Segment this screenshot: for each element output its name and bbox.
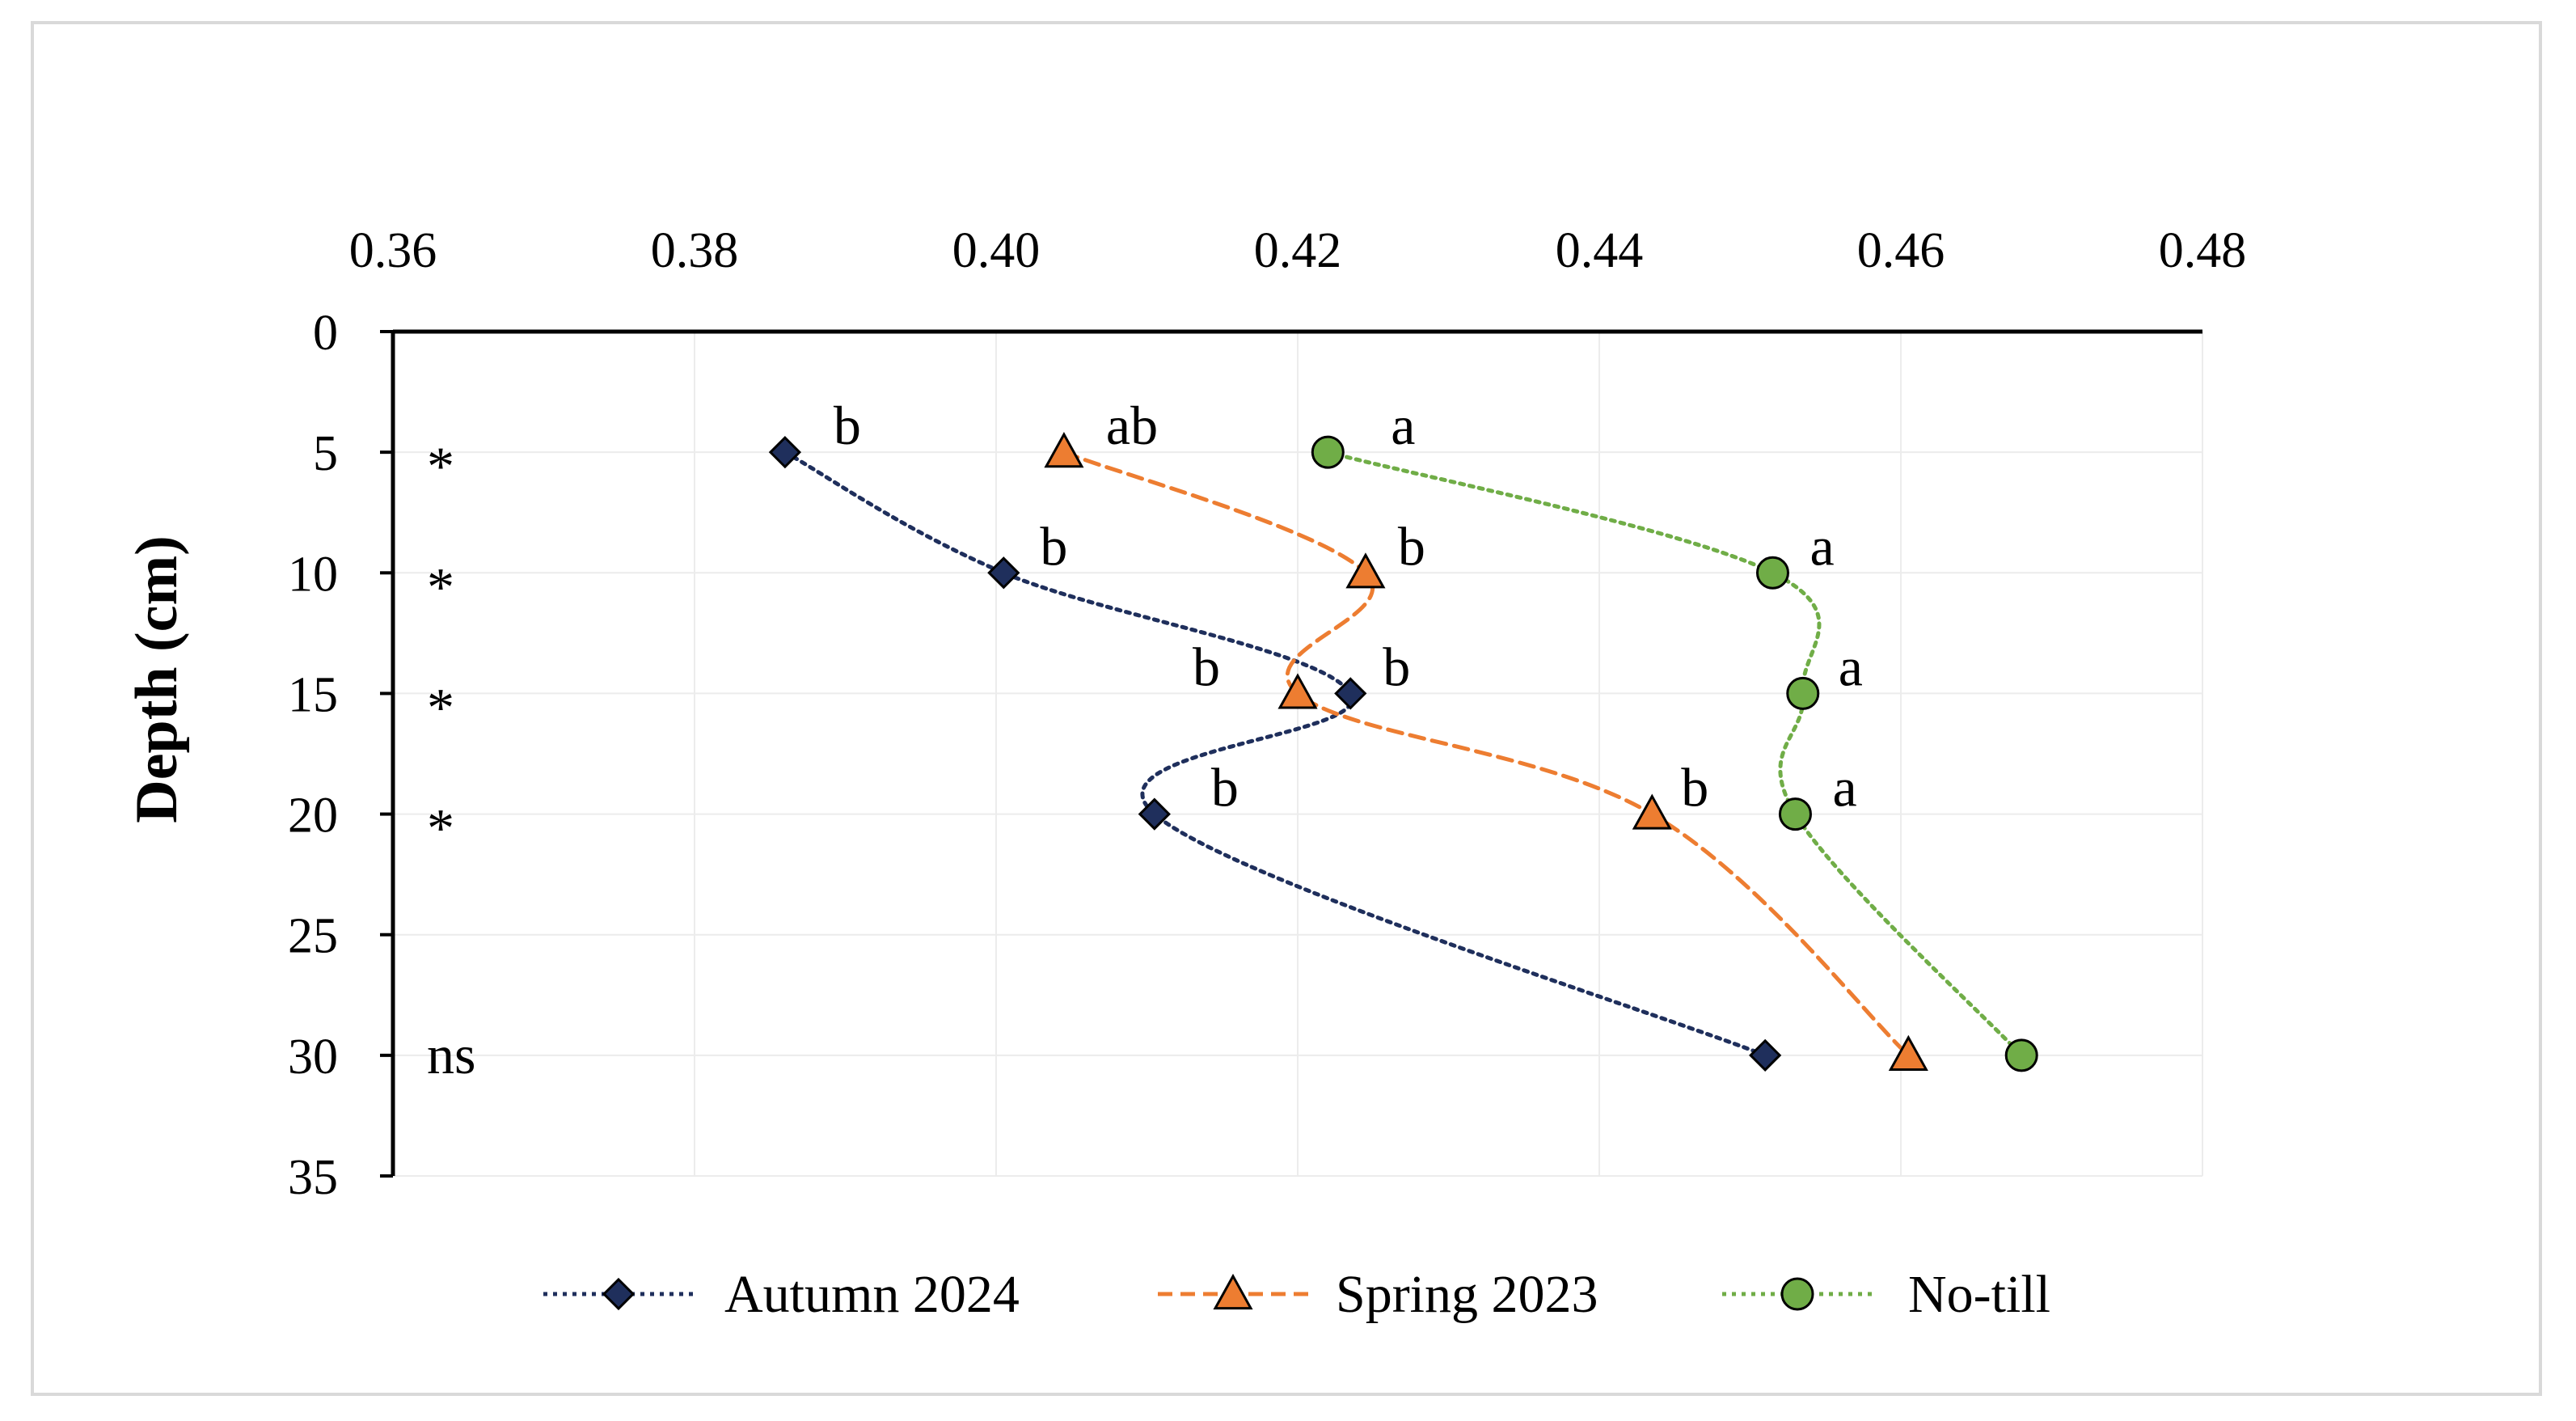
series-markers: [768, 432, 2038, 1072]
x-tick-label: 0.42: [1254, 223, 1342, 278]
point-label: b: [1681, 757, 1708, 818]
point-label: b: [1211, 757, 1239, 818]
data-point: [1632, 793, 1672, 830]
point-label: b: [1040, 515, 1067, 577]
legend-label: No-till: [1908, 1265, 2050, 1324]
significance-label: *: [427, 676, 454, 738]
point-label: b: [1193, 636, 1220, 697]
x-tick-label: 0.48: [2159, 223, 2247, 278]
y-tick-label: 25: [288, 909, 338, 964]
point-label: a: [1832, 757, 1856, 818]
series-line: [783, 450, 1767, 1058]
significance-label: *: [427, 435, 454, 497]
y-tick-label: 35: [288, 1150, 338, 1205]
data-point: [1749, 1038, 1782, 1072]
x-tick-label: 0.40: [952, 223, 1041, 278]
data-point: [1044, 432, 1084, 468]
y-tick-label: 30: [288, 1030, 338, 1085]
point-label: a: [1839, 636, 1863, 697]
y-tick-label: 0: [313, 306, 338, 361]
data-point: [987, 556, 1020, 590]
data-point: [1778, 797, 1812, 831]
point-label: b: [834, 395, 861, 456]
y-axis-label: Depth (cm): [124, 535, 190, 823]
y-tick-label: 5: [313, 426, 338, 481]
y-tick-label: 20: [288, 789, 338, 844]
data-point: [1138, 797, 1171, 831]
legend-marker: [602, 1277, 636, 1311]
significance-labels: * * * * ns: [427, 435, 475, 1085]
legend: Autumn 2024 Spring 2023 No-till: [543, 1265, 2050, 1324]
axes: 0.36 0.38 0.40 0.42 0.44 0.46 0.48 0 5 10 15 20 25 30…: [288, 223, 2246, 1205]
significance-label: *: [427, 797, 454, 859]
series-line: [1062, 450, 1911, 1058]
legend-marker: [1213, 1273, 1253, 1310]
data-point: [1786, 676, 1820, 710]
significance-label: ns: [427, 1024, 475, 1085]
data-point: [2004, 1038, 2038, 1072]
x-tick-label: 0.38: [651, 223, 739, 278]
data-point: [1345, 552, 1386, 589]
y-tick-label: 15: [288, 667, 338, 722]
legend-label: Autumn 2024: [724, 1265, 1020, 1324]
legend-label: Spring 2023: [1336, 1265, 1598, 1324]
data-point: [768, 436, 802, 469]
point-label: a: [1810, 515, 1834, 577]
x-tick-label: 0.46: [1857, 223, 1945, 278]
significance-label: *: [427, 556, 454, 617]
grid-lines: [393, 332, 2203, 1177]
point-label: b: [1398, 515, 1425, 577]
point-label: ab: [1106, 395, 1158, 456]
x-tick-label: 0.36: [349, 223, 437, 278]
data-point: [1277, 673, 1318, 709]
data-point: [1334, 677, 1367, 710]
series-line: [1325, 450, 2024, 1058]
data-point: [1311, 435, 1345, 469]
data-point: [1755, 556, 1789, 590]
y-tick-label: 10: [288, 547, 338, 602]
x-tick-label: 0.44: [1556, 223, 1644, 278]
data-point: [1888, 1034, 1928, 1071]
legend-marker: [1780, 1277, 1814, 1311]
point-label: a: [1391, 395, 1415, 456]
point-label: b: [1383, 636, 1410, 697]
